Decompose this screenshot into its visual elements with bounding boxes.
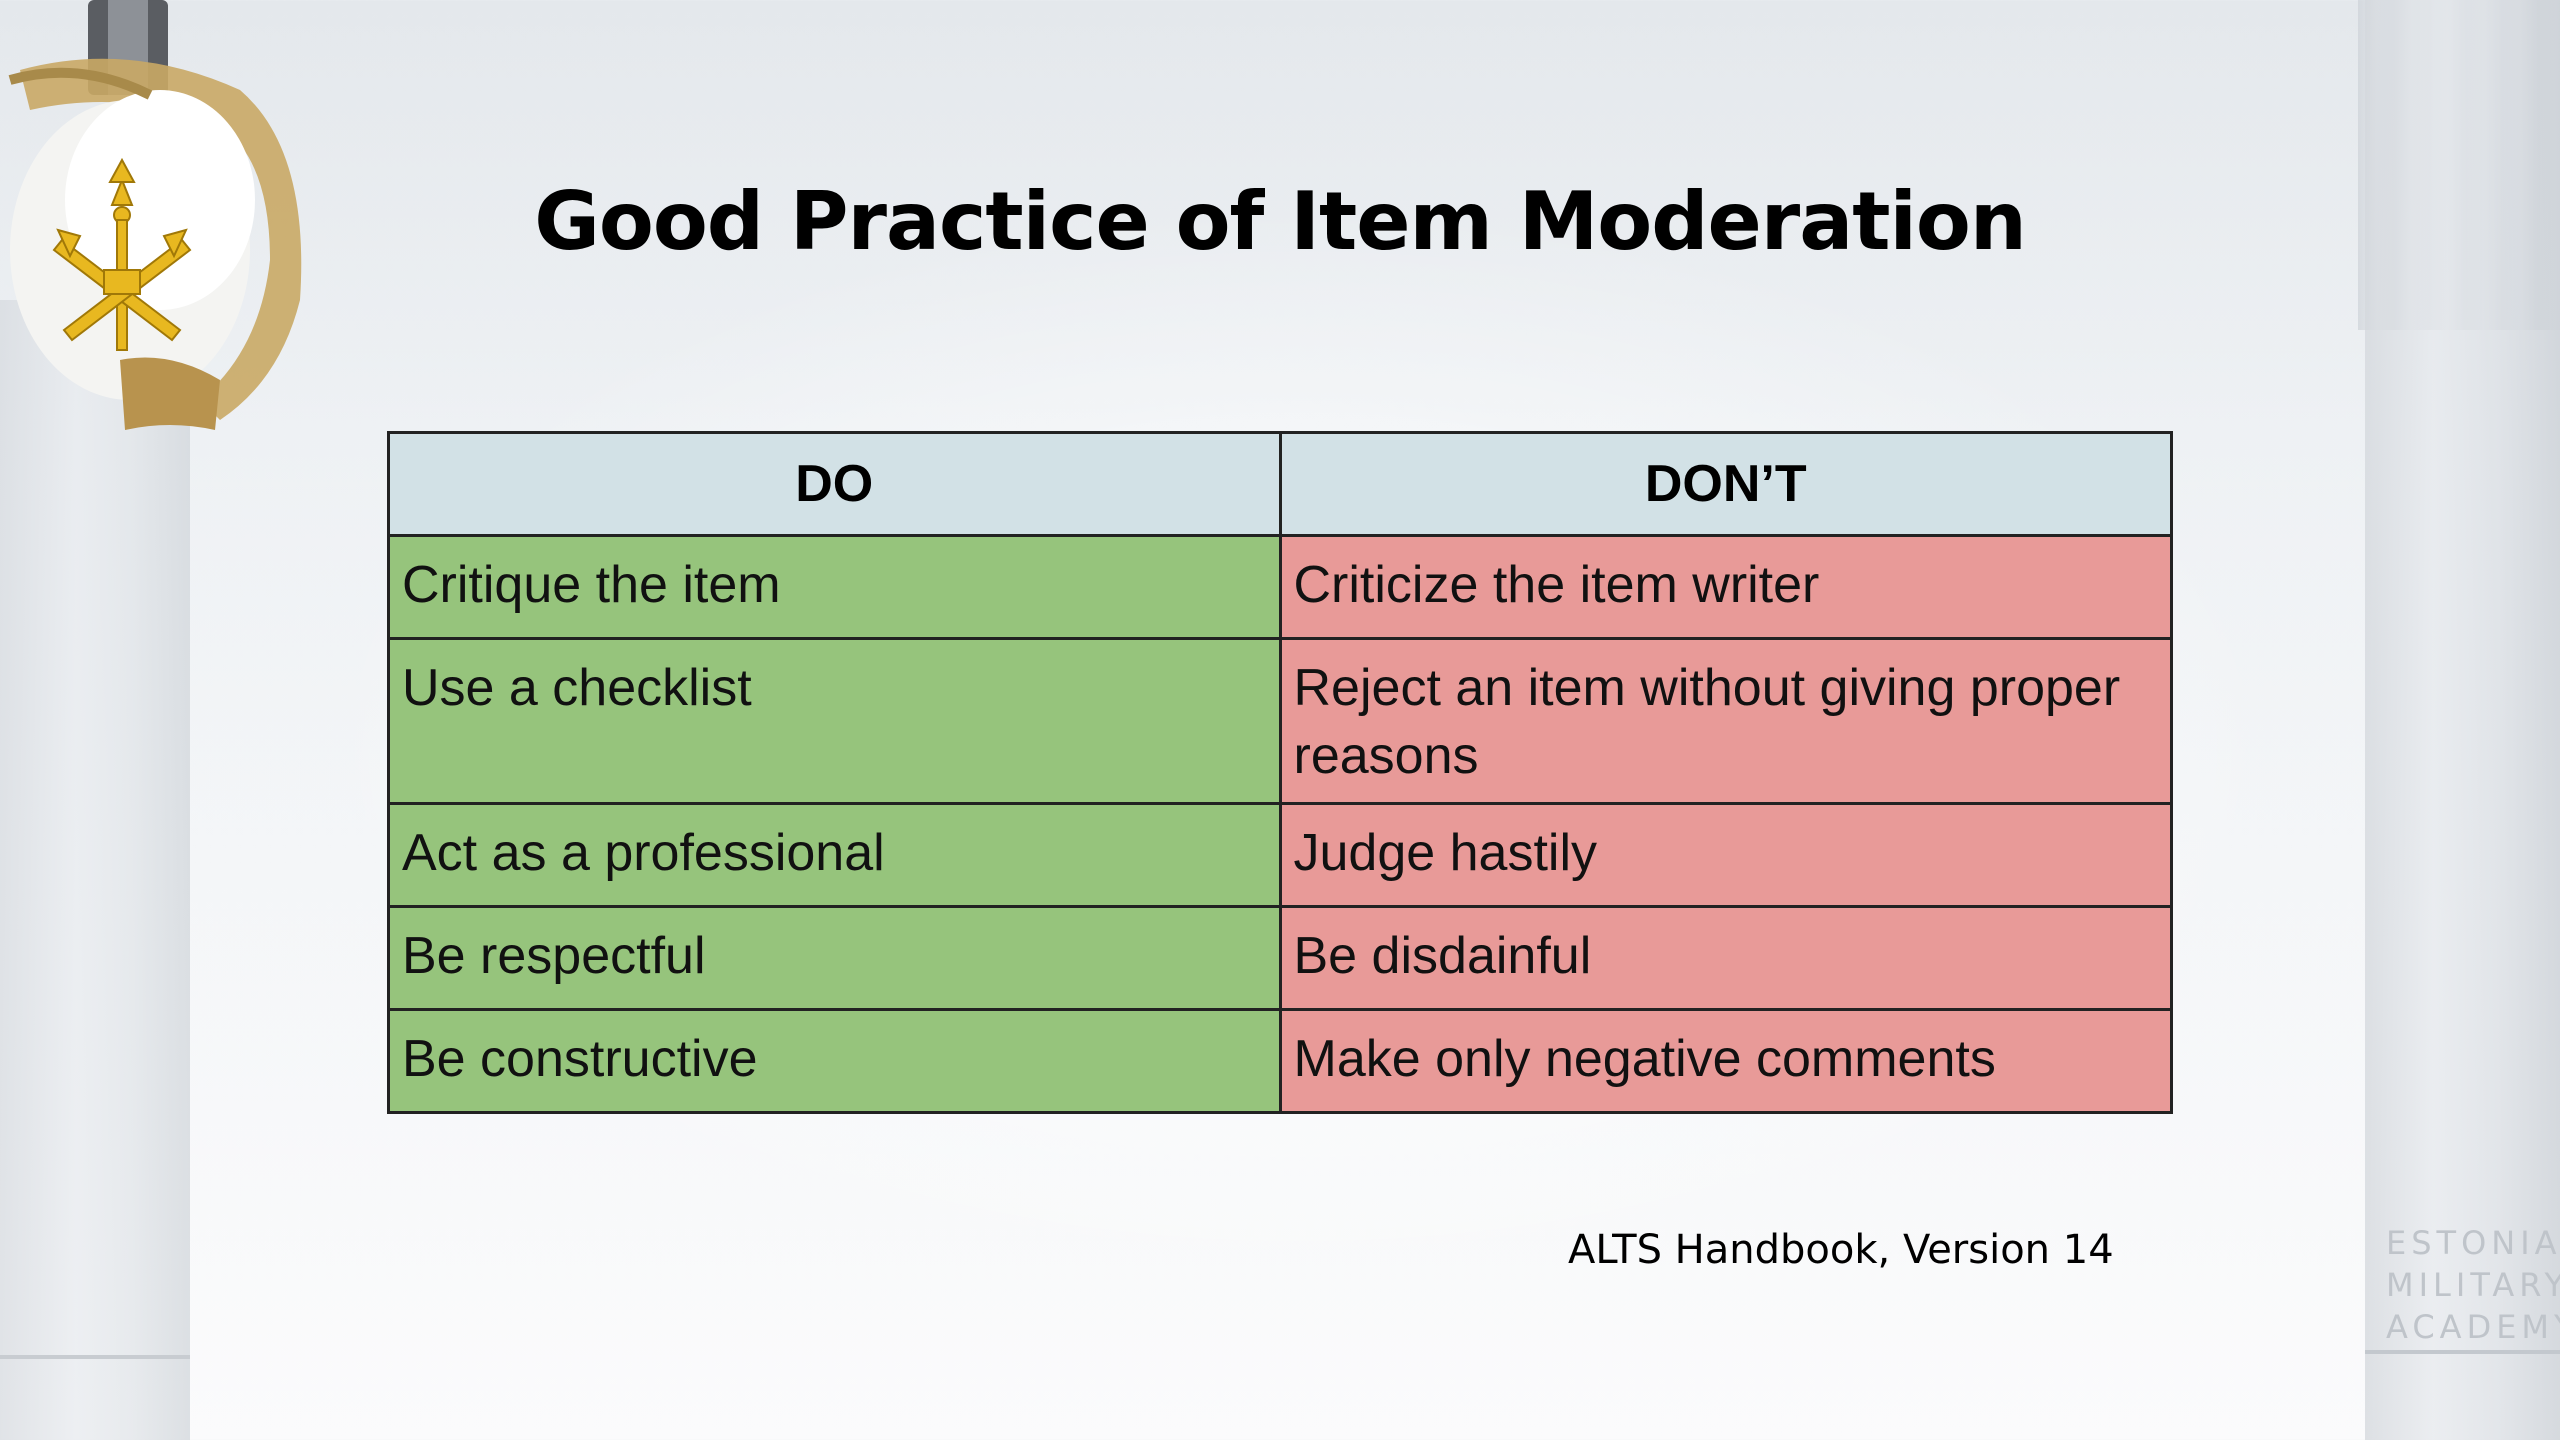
right-pillar-decoration	[2365, 0, 2560, 1440]
dont-cell: Make only negative comments	[1278, 1008, 2173, 1114]
source-citation: ALTS Handbook, Version 14	[1568, 1227, 2114, 1273]
left-pillar-decoration	[0, 300, 190, 1440]
dont-cell: Judge hastily	[1278, 802, 2173, 908]
dont-cell: Be disdainful	[1278, 905, 2173, 1011]
do-dont-table: DO DON’T Critique the item Criticize the…	[387, 431, 2173, 1114]
dont-cell: Reject an item without giving proper rea…	[1278, 637, 2173, 805]
table-row: Be constructive Make only negative comme…	[387, 1008, 2173, 1114]
left-pillar-base	[0, 1355, 190, 1359]
right-pillar-base	[2365, 1350, 2560, 1354]
table-row: Critique the item Criticize the item wri…	[387, 534, 2173, 640]
slide-title: Good Practice of Item Moderation	[534, 175, 2027, 268]
do-column-header: DO	[387, 431, 1282, 537]
table-header-row: DO DON’T	[387, 431, 2173, 537]
military-academy-emblem-icon	[8, 0, 302, 430]
sabre-hilt-icon	[8, 0, 302, 430]
table-row: Use a checklist Reject an item without g…	[387, 637, 2173, 805]
watermark-line: MILITARY	[2386, 1266, 2560, 1304]
dont-cell: Criticize the item writer	[1278, 534, 2173, 640]
table-row: Be respectful Be disdainful	[387, 905, 2173, 1011]
do-cell: Act as a professional	[387, 802, 1282, 908]
watermark-line: ESTONIAN	[2386, 1224, 2560, 1262]
do-cell: Be constructive	[387, 1008, 1282, 1114]
dont-column-header: DON’T	[1278, 431, 2173, 537]
watermark-line: ACADEMY	[2386, 1308, 2560, 1346]
do-cell: Use a checklist	[387, 637, 1282, 805]
academy-watermark: ESTONIAN MILITARY ACADEMY	[2386, 1222, 2560, 1348]
table-row: Act as a professional Judge hastily	[387, 802, 2173, 908]
do-cell: Be respectful	[387, 905, 1282, 1011]
do-cell: Critique the item	[387, 534, 1282, 640]
crossed-emblem-icon	[52, 157, 192, 351]
